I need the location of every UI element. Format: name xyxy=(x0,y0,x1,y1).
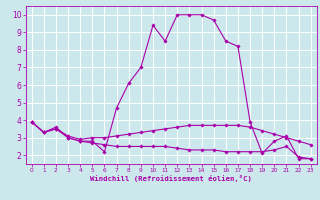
X-axis label: Windchill (Refroidissement éolien,°C): Windchill (Refroidissement éolien,°C) xyxy=(90,175,252,182)
